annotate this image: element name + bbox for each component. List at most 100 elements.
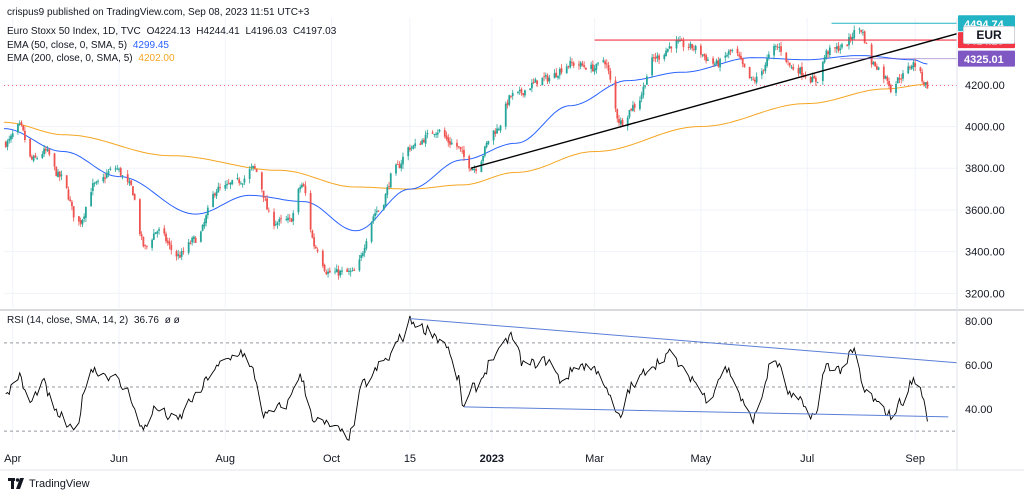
candle-body xyxy=(764,64,767,72)
candle-body xyxy=(797,68,800,74)
candle-body xyxy=(548,77,551,82)
candle xyxy=(497,127,500,131)
candle xyxy=(339,269,342,278)
candle-body xyxy=(339,270,342,276)
candle-body xyxy=(447,137,450,143)
candle xyxy=(90,187,93,207)
candle xyxy=(299,184,302,193)
candle-body xyxy=(506,102,509,106)
candle-body xyxy=(361,253,364,256)
candle xyxy=(719,57,721,72)
candle-body xyxy=(870,44,873,65)
price-tick-label: 4200.00 xyxy=(965,80,1005,92)
ema50-value: 4299.45 xyxy=(132,40,169,51)
candle xyxy=(84,206,87,223)
candle xyxy=(569,56,572,69)
candle-body xyxy=(630,108,633,111)
candle xyxy=(724,51,727,62)
candle xyxy=(142,236,145,248)
candle xyxy=(402,152,404,169)
candle-body xyxy=(778,47,781,48)
candle xyxy=(581,60,584,67)
candle-body xyxy=(738,54,741,57)
candle xyxy=(762,69,765,74)
candle-body xyxy=(792,66,795,70)
candle xyxy=(520,87,523,96)
candle xyxy=(69,196,72,203)
price-tag-box xyxy=(958,50,1015,67)
candle xyxy=(872,61,875,66)
candle-body xyxy=(304,185,307,194)
candle-body xyxy=(412,145,415,149)
candle-body xyxy=(273,211,275,226)
candle xyxy=(663,53,666,62)
candle xyxy=(22,124,25,132)
candle-body xyxy=(189,243,192,244)
candle xyxy=(370,221,373,244)
candle xyxy=(168,237,171,250)
candle xyxy=(572,61,575,69)
candle-body xyxy=(386,187,389,195)
candle xyxy=(132,185,134,196)
candle-body xyxy=(206,207,209,216)
currency-button[interactable]: EUR xyxy=(963,26,1015,44)
candle-body xyxy=(668,46,671,49)
rsi-series xyxy=(5,315,958,441)
candle-body xyxy=(90,192,93,207)
candle xyxy=(396,160,399,165)
candle xyxy=(715,58,718,65)
candle-body xyxy=(450,142,453,145)
candle xyxy=(435,132,437,138)
candle xyxy=(776,43,779,50)
candle-body xyxy=(748,66,751,79)
candle-body xyxy=(445,135,448,139)
candle xyxy=(778,42,781,53)
ohlc-open: O4224.13 xyxy=(146,26,191,37)
candle xyxy=(102,173,105,184)
candle-body xyxy=(773,46,775,56)
candle-body xyxy=(616,109,619,119)
candle-body xyxy=(262,190,265,199)
candle-body xyxy=(335,269,338,273)
time-tick-label: May xyxy=(691,453,712,465)
candle-body xyxy=(456,142,458,147)
candle xyxy=(424,130,427,147)
candle-body xyxy=(311,230,314,238)
candle-body xyxy=(715,60,718,64)
candle xyxy=(44,146,47,154)
candle-body xyxy=(597,62,600,64)
candle-body xyxy=(285,219,288,220)
candle xyxy=(328,267,331,274)
candle-body xyxy=(109,168,112,170)
candle-body xyxy=(22,125,25,131)
candle-body xyxy=(138,199,141,235)
candle-body xyxy=(632,105,634,111)
candle xyxy=(158,227,160,235)
candle-body xyxy=(79,220,82,224)
rsi-extra: ø ø xyxy=(164,315,180,326)
brand-footer[interactable]: TradingView xyxy=(8,478,90,490)
candle-body xyxy=(313,237,316,247)
candle-body xyxy=(578,64,580,66)
candle-body xyxy=(605,63,608,65)
time-tick-label: 2023 xyxy=(480,453,504,465)
candle-body xyxy=(713,63,716,65)
candle xyxy=(896,77,899,84)
candle xyxy=(470,168,472,172)
candle-body xyxy=(682,40,685,48)
candle-body xyxy=(534,79,537,83)
legend-rsi: RSI (14, close, SMA, 14, 2) 36.76 ø ø xyxy=(7,315,180,327)
candle-body xyxy=(32,156,35,161)
candle-body xyxy=(724,55,727,58)
candle-body xyxy=(168,241,171,245)
candle-body xyxy=(57,171,59,177)
candle xyxy=(121,175,124,180)
candle xyxy=(712,56,714,67)
candle xyxy=(11,130,14,140)
candle-body xyxy=(774,46,777,47)
candle xyxy=(675,36,678,53)
candle xyxy=(628,109,631,120)
candle xyxy=(250,163,253,171)
candle xyxy=(865,42,868,44)
candle-body xyxy=(145,246,148,248)
